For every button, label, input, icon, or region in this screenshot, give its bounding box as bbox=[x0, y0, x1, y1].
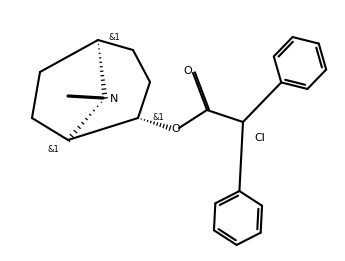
Text: N: N bbox=[110, 94, 118, 104]
Text: &1: &1 bbox=[47, 145, 59, 155]
Text: Cl: Cl bbox=[255, 133, 265, 143]
Text: &1: &1 bbox=[108, 33, 120, 43]
Text: &1: &1 bbox=[152, 114, 164, 122]
Text: O: O bbox=[171, 124, 180, 134]
Text: O: O bbox=[184, 66, 193, 76]
